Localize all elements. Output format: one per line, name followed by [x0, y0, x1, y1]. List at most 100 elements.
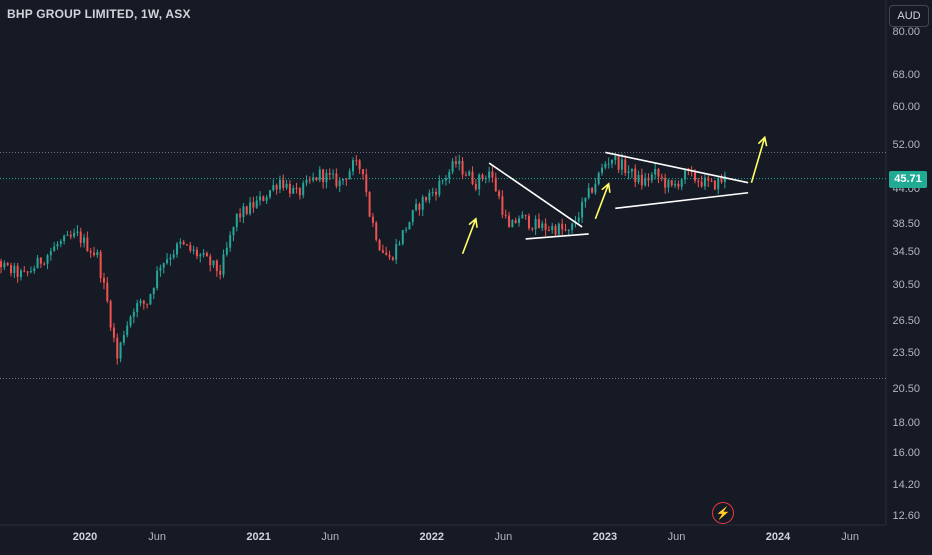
candle-body	[315, 177, 318, 181]
candle-body	[33, 268, 36, 272]
candle-body	[405, 229, 408, 231]
candle-body	[484, 178, 487, 180]
candle-body	[604, 163, 607, 168]
candle-body	[215, 260, 218, 271]
candle-body	[654, 168, 657, 175]
candle-body	[491, 171, 494, 178]
candle-body	[388, 255, 391, 258]
price-axis-label: 18.00	[892, 416, 920, 429]
candle-body	[431, 191, 434, 193]
candle-body	[428, 192, 431, 201]
candle-body	[458, 160, 461, 164]
candle-body	[601, 167, 604, 173]
candle-body	[640, 174, 643, 186]
candle-body	[468, 171, 471, 176]
currency-button[interactable]: AUD	[889, 5, 929, 27]
candle-body	[318, 169, 321, 181]
candle-body	[713, 180, 716, 190]
candle-body	[288, 183, 291, 194]
candle-body	[232, 227, 235, 236]
price-axis-label: 80.00	[892, 26, 920, 38]
candle-body	[312, 177, 315, 181]
candle-body	[657, 168, 660, 177]
candle-body	[122, 335, 125, 343]
candle-body	[464, 174, 467, 176]
candle-body	[630, 168, 633, 172]
candle-body	[83, 237, 86, 243]
candle-body	[720, 178, 723, 183]
candle-body	[697, 180, 700, 182]
candle-body	[305, 179, 308, 184]
candle-body	[342, 178, 345, 181]
lightning-icon[interactable]: ⚡	[712, 502, 734, 524]
candle-body	[262, 196, 265, 201]
candle-body	[219, 270, 222, 275]
price-axis-label: 26.50	[892, 315, 920, 328]
symbol-title: BHP GROUP LIMITED, 1W, ASX	[7, 7, 191, 21]
candle-body	[142, 300, 145, 304]
candle-body	[112, 327, 115, 338]
candle-body	[139, 300, 142, 304]
candle-body	[398, 243, 401, 245]
trendline-drawings	[461, 135, 768, 255]
candle-body	[225, 247, 228, 255]
candle-body	[63, 235, 66, 242]
candle-body	[16, 265, 19, 277]
candle-body	[425, 197, 428, 201]
candle-body	[561, 223, 564, 230]
candle-body	[129, 316, 132, 326]
candle-body	[504, 214, 507, 216]
candle-body	[245, 206, 248, 214]
candle-body	[176, 243, 179, 255]
triangle-lower-trendline	[615, 191, 749, 210]
candle-body	[518, 218, 521, 223]
candle-body	[421, 197, 424, 210]
yellow-arrow-shaft	[594, 183, 610, 220]
candle-body	[29, 271, 32, 273]
candle-body	[391, 257, 394, 260]
price-axis-label: 38.50	[892, 217, 920, 230]
candle-body	[511, 220, 514, 228]
candle-body	[444, 178, 447, 181]
candle-body	[328, 172, 331, 175]
candle-body	[209, 256, 212, 266]
candle-body	[717, 178, 720, 190]
candles	[0, 152, 726, 365]
candle-body	[617, 156, 620, 170]
candle-body	[275, 185, 278, 190]
price-axis-label: 20.50	[892, 382, 920, 395]
candle-body	[531, 228, 534, 230]
triangle-upper-trendline	[605, 151, 749, 184]
candle-body	[169, 257, 172, 260]
time-axis-label: Jun	[148, 531, 166, 543]
candle-body	[199, 254, 202, 257]
candle-body	[265, 197, 268, 201]
candle-body	[361, 169, 364, 175]
candle-body	[335, 173, 338, 187]
candle-body	[667, 180, 670, 188]
candle-body	[368, 192, 371, 217]
candle-body	[3, 263, 6, 268]
candle-body	[521, 214, 524, 219]
price-axis-label: 52.00	[892, 138, 920, 151]
candle-body	[126, 325, 129, 336]
candle-body	[627, 171, 630, 173]
time-axis-label: Jun	[841, 531, 859, 543]
candle-body	[0, 261, 3, 268]
candle-body	[149, 294, 152, 305]
candle-body	[89, 251, 92, 253]
candle-body	[474, 184, 477, 190]
candle-body	[610, 159, 613, 164]
candle-body	[136, 303, 139, 312]
candle-body	[106, 282, 109, 302]
candle-body	[242, 206, 245, 218]
candle-body	[674, 183, 677, 186]
candle-body	[411, 210, 414, 223]
candle-body	[723, 175, 726, 183]
candle-body	[620, 159, 623, 170]
candle-body	[156, 270, 159, 289]
candle-body	[96, 252, 99, 256]
candle-body	[494, 177, 497, 192]
